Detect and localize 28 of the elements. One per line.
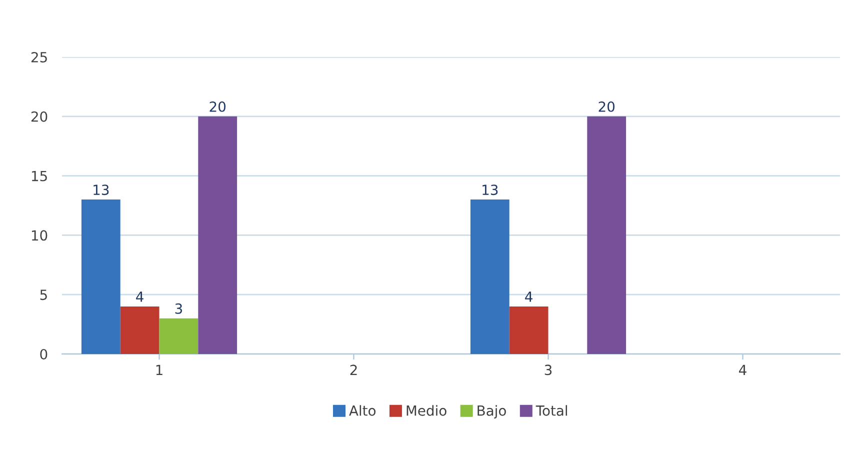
bar [120,306,160,354]
bar [81,200,120,354]
data-label: 20 [598,101,615,112]
bar [470,200,510,354]
legend-label: Medio [406,405,446,416]
data-label: 4 [136,292,144,302]
y-tick-label: 15 [32,170,47,182]
bar [159,318,198,354]
y-tick-label: 20 [31,111,48,122]
x-tick-label: 4 [739,364,746,375]
y-tick-label: 10 [32,230,48,241]
bar [198,116,238,354]
legend-label: Bajo [478,405,506,419]
x-tick-label: 1 [156,364,162,375]
bar [509,306,548,354]
legend-label: Total [536,405,568,416]
data-label: 13 [94,184,109,196]
y-tick-label: 0 [40,348,48,360]
x-tick-label: 2 [350,364,357,375]
x-tick-label: 3 [544,364,552,376]
data-label: 20 [210,101,226,112]
bar [587,116,626,354]
y-tick-label: 25 [31,52,47,62]
data-label: 3 [175,303,182,314]
data-label: 4 [525,292,532,302]
legend-label: Alto [349,405,376,416]
y-tick-label: 5 [40,290,47,300]
data-label: 13 [482,184,498,196]
